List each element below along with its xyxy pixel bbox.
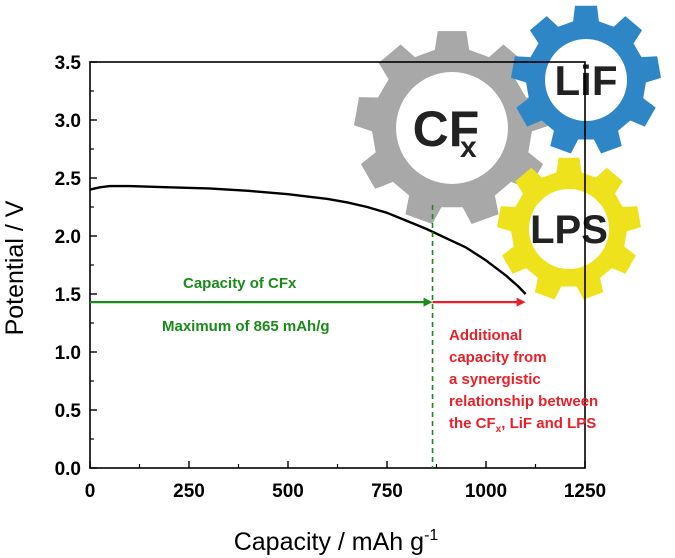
gear-cfx-label: CF xyxy=(413,101,480,157)
additional-capacity-annotation: Additional capacity from a synergistic r… xyxy=(449,325,598,441)
annotation-subscript: x xyxy=(495,424,502,435)
gear-cfx-label-subscript: x xyxy=(460,131,477,164)
additional-capacity-arrowhead xyxy=(516,297,526,307)
plot-area xyxy=(89,184,527,468)
gear-lif-label: LiF xyxy=(555,57,618,104)
x-axis-label-exponent: -1 xyxy=(424,527,438,544)
series-line xyxy=(89,184,527,295)
annotation-line-1: Additional xyxy=(449,327,523,344)
y-tick-label: 0.5 xyxy=(55,401,82,422)
annotation-line-3: a synergistic xyxy=(449,371,541,388)
y-tick-label: 2.0 xyxy=(55,227,81,248)
y-tick-label: 1.0 xyxy=(55,343,81,364)
y-tick-label: 0.0 xyxy=(55,459,81,480)
y-tick-label: 1.5 xyxy=(55,285,82,306)
y-tick-label: 3.0 xyxy=(55,111,81,132)
y-tick-label: 2.5 xyxy=(55,169,82,190)
x-tick-label: 1250 xyxy=(564,481,606,502)
maximum-annotation: Maximum of 865 mAh/g xyxy=(162,318,330,335)
x-tick-label: 250 xyxy=(173,481,205,502)
annotation-line-4: relationship between xyxy=(449,393,599,410)
capacity-arrowhead xyxy=(423,297,433,307)
y-tick-label: 3.5 xyxy=(55,53,82,74)
y-axis-label: Potential / V xyxy=(1,200,29,335)
x-tick-label: 1000 xyxy=(465,481,507,502)
annotation-cf: the CF xyxy=(449,415,496,432)
annotation-line-5: the CFx, LiF and LPS xyxy=(449,413,598,441)
x-tick-label: 0 xyxy=(85,481,96,502)
gear-cfx-hole xyxy=(396,72,508,184)
gear-lps-label: LPS xyxy=(530,208,608,252)
annotation-tail: , LiF and LPS xyxy=(501,415,597,432)
x-axis-label: Capacity / mAh g-1 xyxy=(234,527,439,556)
gear-group: CFx LiF LPS xyxy=(354,5,661,300)
annotation-line-2: capacity from xyxy=(449,349,547,366)
gear-lps-hole xyxy=(529,189,609,269)
axes: 0 250 500 750 1000 1250 0.0 0.5 1.0 1.5 2.0 2.5 3.0 3… xyxy=(55,53,607,502)
x-tick-label: 500 xyxy=(272,481,304,502)
gear-lif-hole xyxy=(545,39,627,121)
x-axis-label-text: Capacity / mAh g xyxy=(234,528,424,556)
x-tick-label: 750 xyxy=(371,481,403,502)
capacity-annotation: Capacity of CFx xyxy=(183,275,297,292)
